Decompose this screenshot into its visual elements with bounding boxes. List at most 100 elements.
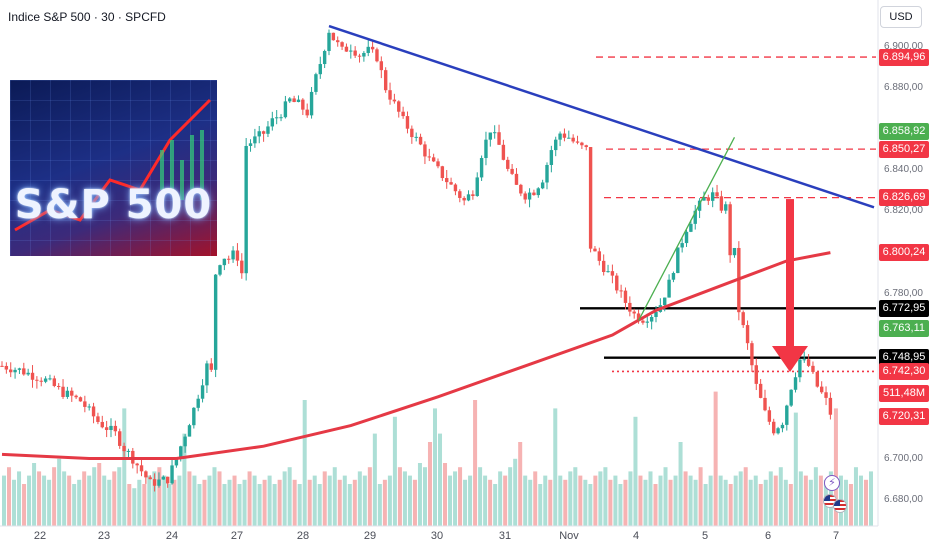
volume-bar bbox=[868, 471, 873, 526]
volume-bar bbox=[718, 475, 723, 526]
volume-bar bbox=[427, 442, 432, 526]
candle-body bbox=[654, 311, 658, 317]
volume-bar bbox=[753, 475, 758, 526]
price-badge: 6.772,95 bbox=[879, 299, 929, 317]
volume-bar bbox=[312, 475, 317, 526]
currency-button[interactable]: USD bbox=[880, 6, 922, 28]
candle-body bbox=[296, 99, 301, 103]
candle-body bbox=[776, 428, 780, 434]
candle-body bbox=[65, 390, 70, 397]
candle-body bbox=[649, 316, 654, 322]
volume-bar bbox=[57, 458, 62, 526]
candle-body bbox=[22, 368, 26, 375]
volume-bar bbox=[483, 475, 488, 526]
price-tick-label: 6.840,00 bbox=[884, 164, 923, 176]
volume-bar bbox=[593, 475, 598, 526]
candle-body bbox=[401, 111, 405, 117]
volume-bar bbox=[297, 484, 302, 526]
volume-bar bbox=[207, 475, 212, 526]
volume-bar bbox=[618, 484, 623, 526]
volume-bar bbox=[493, 484, 498, 526]
candle-body bbox=[70, 390, 74, 396]
volume-bar bbox=[528, 479, 533, 526]
volume-bar bbox=[127, 484, 132, 526]
candle-body bbox=[118, 431, 122, 446]
candle-body bbox=[83, 401, 87, 407]
time-tick-label: 7 bbox=[832, 530, 840, 542]
candle-body bbox=[104, 427, 109, 431]
volume-bar bbox=[648, 471, 653, 526]
volume-bar bbox=[458, 467, 463, 526]
volume-bar bbox=[473, 400, 478, 526]
volume-bar bbox=[72, 484, 77, 526]
candle-body bbox=[35, 379, 39, 381]
candle-body bbox=[240, 260, 244, 274]
volume-bar bbox=[227, 479, 232, 526]
volume-bar bbox=[518, 442, 523, 526]
candle-body bbox=[144, 471, 148, 478]
volume-bar bbox=[438, 433, 443, 526]
us-flag-icon[interactable] bbox=[833, 499, 847, 513]
volume-bar bbox=[222, 484, 227, 526]
candle-body bbox=[122, 445, 126, 452]
candle-body bbox=[91, 406, 96, 417]
price-tick-label: 6.820,00 bbox=[884, 205, 923, 217]
volume-bar bbox=[553, 408, 558, 526]
volume-bar bbox=[137, 479, 142, 526]
candle-body bbox=[488, 132, 493, 140]
volume-bar bbox=[162, 475, 167, 526]
volume-bar bbox=[387, 475, 392, 526]
volume-bar bbox=[27, 475, 32, 526]
price-tick-label: 6.680,00 bbox=[884, 493, 923, 505]
candle-body bbox=[523, 193, 527, 200]
time-tick-label: 4 bbox=[632, 530, 640, 542]
price-badge: 6.826,69 bbox=[879, 189, 929, 207]
volume-bar bbox=[132, 488, 137, 526]
candle-body bbox=[183, 436, 187, 447]
candle-body bbox=[205, 363, 209, 386]
volume-bar bbox=[833, 408, 838, 526]
price-tick-label: 6.900,00 bbox=[884, 40, 923, 52]
volume-bar bbox=[367, 467, 372, 526]
candle-body bbox=[244, 145, 248, 274]
volume-bar bbox=[768, 471, 773, 526]
volume-bar bbox=[62, 471, 67, 526]
volume-bar bbox=[448, 475, 453, 526]
candle-body bbox=[462, 197, 466, 201]
price-badge: 6.742,30 bbox=[879, 362, 929, 380]
candle-body bbox=[26, 372, 30, 375]
time-tick-label: 24 bbox=[165, 530, 179, 542]
volume-bar bbox=[262, 479, 267, 526]
candle-body bbox=[824, 392, 828, 398]
candle-body bbox=[431, 157, 436, 162]
time-tick-label: 6 bbox=[764, 530, 772, 542]
candle-body bbox=[593, 248, 597, 252]
volume-bar bbox=[157, 467, 162, 526]
candle-body bbox=[780, 424, 785, 429]
volume-bar bbox=[372, 433, 377, 526]
candle-body bbox=[676, 247, 680, 274]
volume-bar bbox=[392, 416, 397, 526]
candle-body bbox=[710, 192, 715, 201]
candle-body bbox=[331, 32, 336, 41]
volume-bar bbox=[97, 463, 102, 526]
time-tick-label: 30 bbox=[430, 530, 444, 542]
volume-bar bbox=[307, 479, 312, 526]
lightning-icon[interactable]: ⚡ bbox=[824, 475, 840, 491]
candle-body bbox=[575, 141, 580, 143]
candle-body bbox=[750, 343, 754, 366]
candle-body bbox=[336, 40, 340, 43]
candle-body bbox=[815, 371, 820, 387]
candle-body bbox=[767, 410, 772, 422]
volume-bar bbox=[608, 479, 613, 526]
volume-bar bbox=[663, 467, 668, 526]
candle-body bbox=[253, 136, 257, 144]
volume-bar bbox=[558, 475, 563, 526]
volume-bar bbox=[563, 479, 568, 526]
volume-bar bbox=[508, 467, 513, 526]
candle-body bbox=[274, 117, 279, 119]
volume-bar bbox=[743, 467, 748, 526]
volume-bar bbox=[422, 467, 427, 526]
candle-body bbox=[689, 223, 693, 232]
